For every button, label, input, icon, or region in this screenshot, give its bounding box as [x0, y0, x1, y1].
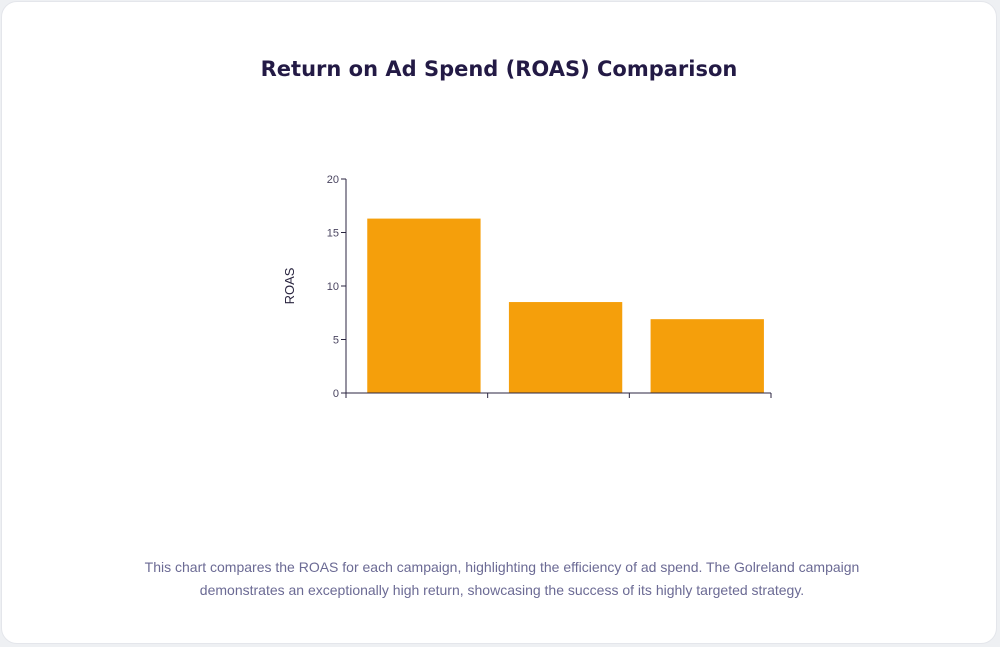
x-axis-ticks	[345, 393, 772, 398]
y-tick-label-2: 10	[327, 281, 339, 293]
bar-1	[508, 302, 623, 393]
y-axis-title: ROAS	[282, 267, 297, 304]
y-tick-label-1: 5	[333, 335, 339, 347]
chart-caption: This chart compares the ROAS for each ca…	[144, 559, 860, 598]
y-tick-label-0: 0	[333, 388, 339, 400]
bars	[367, 218, 764, 393]
chart-title: Return on Ad Spend (ROAS) Comparison	[260, 57, 738, 81]
y-axis-ticks: 0 5 10 15 20	[327, 174, 346, 400]
bar-2	[650, 319, 764, 393]
bar-0	[367, 218, 481, 393]
bar-chart: 0 5 10 15 20 ROAS	[282, 174, 772, 400]
y-tick-label-4: 20	[327, 174, 339, 186]
y-tick-label-3: 15	[327, 228, 339, 240]
